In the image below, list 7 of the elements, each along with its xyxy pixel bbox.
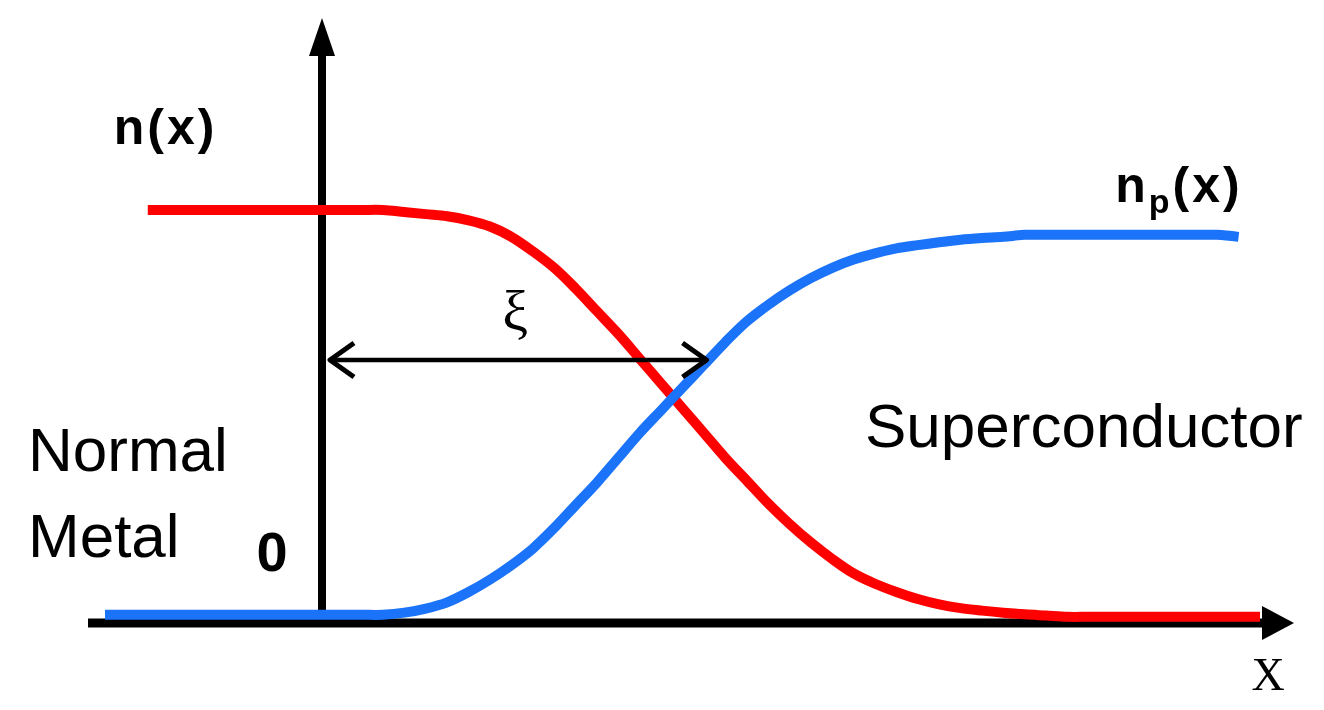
annotation: ξ	[502, 277, 529, 343]
annotation: 0	[256, 520, 288, 583]
annotation: Superconductor	[865, 391, 1303, 460]
x-axis-title: X	[1251, 649, 1285, 700]
series-label: n(x)	[113, 99, 218, 155]
series-label: n$_{p}$(x)	[1115, 156, 1243, 220]
annotation: Normal Metal	[28, 415, 228, 570]
